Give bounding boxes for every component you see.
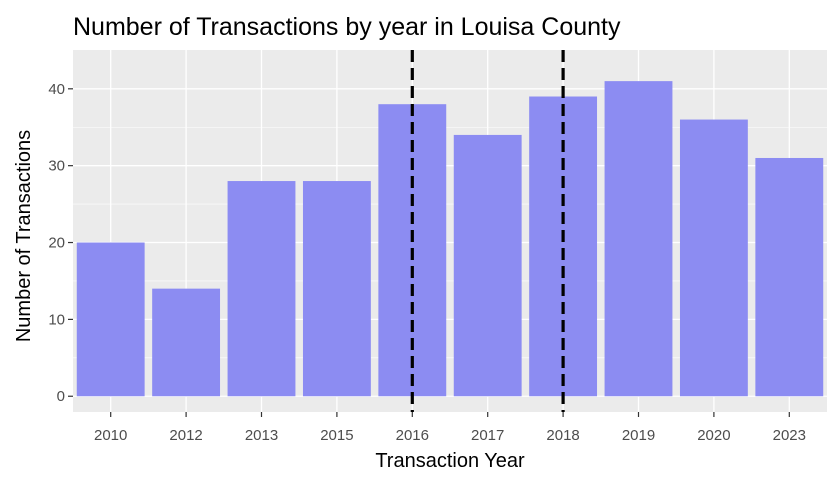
y-tick-label: 0 (57, 388, 65, 405)
x-tick-label: 2012 (169, 427, 202, 444)
bar-2017 (453, 134, 522, 397)
x-tick-label: 2017 (471, 427, 504, 444)
bar-2010 (76, 242, 145, 397)
x-tick-label: 2016 (396, 427, 429, 444)
bar-2019 (604, 81, 673, 397)
x-tick-label: 2023 (773, 427, 806, 444)
x-axis: 2010 2012 2013 2015 2016 2017 2018 2019 2020 2023 (94, 412, 806, 444)
bar-series (76, 81, 824, 397)
bar-2015 (302, 181, 371, 397)
bar-2013 (227, 181, 296, 397)
x-tick-label: 2019 (622, 427, 655, 444)
x-tick-label: 2013 (245, 427, 278, 444)
x-tick-label: 2015 (320, 427, 353, 444)
y-axis-title: Number of Transactions (13, 130, 35, 342)
x-axis-title: Transaction Year (375, 450, 525, 472)
x-tick-label: 2018 (546, 427, 579, 444)
y-tick-label: 10 (48, 311, 65, 328)
bar-2023 (755, 157, 824, 397)
x-tick-label: 2020 (697, 427, 730, 444)
bar-2012 (152, 288, 221, 397)
reference-lines (410, 50, 565, 412)
y-axis: 0 10 20 30 40 (48, 81, 73, 405)
bar-2020 (679, 119, 748, 397)
x-tick-label: 2010 (94, 427, 127, 444)
y-tick-label: 30 (48, 158, 65, 175)
y-tick-label: 40 (48, 81, 65, 98)
chart-title: Number of Transactions by year in Louisa… (73, 13, 621, 41)
y-tick-label: 20 (48, 235, 65, 252)
